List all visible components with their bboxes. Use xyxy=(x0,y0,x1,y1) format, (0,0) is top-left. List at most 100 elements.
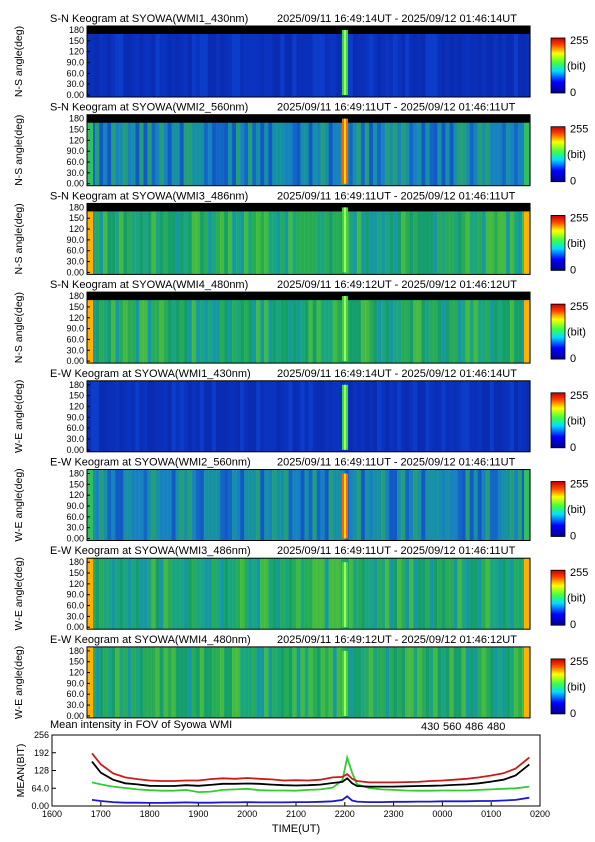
keogram-stripe xyxy=(292,203,298,275)
keogram-stripe xyxy=(517,26,523,97)
keogram-stripe xyxy=(445,380,451,452)
keogram-stripe xyxy=(231,292,237,364)
keogram-stripe xyxy=(240,114,245,186)
keogram-stripe xyxy=(135,26,140,97)
keogram-stripe xyxy=(240,292,245,364)
keogram-stripe xyxy=(276,292,281,364)
keogram-stripe xyxy=(437,26,442,97)
keogram-stripe xyxy=(393,380,398,452)
keogram-stripe xyxy=(368,558,374,630)
keogram-stripe xyxy=(501,292,507,364)
keogram-stripe xyxy=(107,292,112,364)
keogram-stripe xyxy=(352,558,358,630)
keogram-stripe xyxy=(135,292,140,364)
keogram-ytick-label: 30.0 xyxy=(66,79,84,89)
keogram-stripe xyxy=(187,469,193,541)
keogram-stripe xyxy=(288,380,293,452)
keogram-stripe xyxy=(131,26,136,97)
keogram-stripe xyxy=(505,203,511,275)
keogram-stripe xyxy=(191,380,197,452)
keogram-stripe xyxy=(481,380,487,452)
keogram-panel-6: E-W Keogram at SYOWA(WMI2_560nm) 2025/09/… xyxy=(13,457,588,544)
keogram-stripe xyxy=(99,292,104,364)
keogram-stripe xyxy=(111,646,116,718)
keogram-stripe xyxy=(316,646,322,718)
colorbar-max-label: 255 xyxy=(570,35,588,47)
keogram-stripe xyxy=(215,114,221,186)
keogram-stripe xyxy=(179,469,185,541)
keogram-stripe xyxy=(252,26,257,97)
keogram-stripe xyxy=(489,292,495,364)
keogram-stripe xyxy=(352,26,358,97)
keogram-stripe xyxy=(99,26,104,97)
keogram-ytick-label: 0.00 xyxy=(66,711,84,721)
keogram-stripe xyxy=(413,469,418,541)
keogram-stripe xyxy=(95,380,100,452)
keogram-stripe xyxy=(316,292,322,364)
keogram-stripe xyxy=(231,26,237,97)
keogram-time-range: 2025/09/11 16:49:11UT - 2025/09/12 01:46… xyxy=(277,457,516,469)
keogram-stripe xyxy=(485,292,491,364)
colorbar-unit-label: (bit) xyxy=(567,149,586,161)
keogram-stripe xyxy=(292,114,298,186)
keogram-stripe xyxy=(127,646,132,718)
keogram-stripe xyxy=(260,114,265,186)
keogram-event-core xyxy=(344,562,346,628)
keogram-stripe xyxy=(227,646,233,718)
keogram-stripe xyxy=(469,26,475,97)
keogram-stripe xyxy=(356,203,362,275)
keogram-stripe xyxy=(489,558,495,630)
keogram-event-core xyxy=(344,384,346,450)
keogram-stripe xyxy=(477,114,483,186)
keogram-stripe xyxy=(252,469,257,541)
keogram-stripe xyxy=(445,469,451,541)
keogram-stripe xyxy=(95,114,100,186)
keogram-stripe xyxy=(215,26,221,97)
keogram-stripe xyxy=(256,26,261,97)
keogram-stripe xyxy=(280,26,285,97)
keogram-stripe xyxy=(308,203,314,275)
keogram-stripe xyxy=(135,380,140,452)
keogram-stripe xyxy=(328,26,334,97)
keogram-stripe xyxy=(517,558,523,630)
keogram-frame xyxy=(86,114,531,187)
keogram-stripe xyxy=(449,646,455,718)
keogram-stripe xyxy=(356,114,362,186)
keogram-stripe xyxy=(300,469,306,541)
keogram-stripe xyxy=(445,292,451,364)
keogram-stripe xyxy=(389,469,394,541)
keogram-stripe xyxy=(183,203,189,275)
keogram-stripe xyxy=(477,292,483,364)
keogram-stripe xyxy=(187,646,193,718)
keogram-stripe xyxy=(393,203,398,275)
keogram-stripe xyxy=(397,558,402,630)
colorbar-max-label: 255 xyxy=(570,479,588,491)
keogram-stripe xyxy=(328,114,334,186)
keogram-stripe xyxy=(356,292,362,364)
keogram-stripe xyxy=(111,469,116,541)
keogram-stripe xyxy=(417,26,422,97)
keogram-stripe xyxy=(413,26,418,97)
keogram-stripe xyxy=(449,203,455,275)
keogram-stripe xyxy=(441,292,447,364)
keogram-stripe xyxy=(276,380,281,452)
keogram-stripe xyxy=(449,469,455,541)
keogram-stripe xyxy=(179,114,185,186)
keogram-stripe xyxy=(477,558,483,630)
keogram-stripe xyxy=(517,380,523,452)
keogram-stripe xyxy=(167,558,173,630)
keogram-stripe xyxy=(195,380,201,452)
keogram-stripe xyxy=(493,26,499,97)
keogram-stripe xyxy=(433,558,438,630)
keogram-stripe xyxy=(397,203,402,275)
keogram-title: E-W Keogram at SYOWA(WMI2_560nm) xyxy=(50,457,251,469)
keogram-edge-left xyxy=(87,292,93,364)
keogram-ytick-label: 0.00 xyxy=(66,534,84,544)
keogram-stripe xyxy=(179,558,185,630)
keogram-stripe xyxy=(493,469,499,541)
keogram-stripe xyxy=(191,26,197,97)
keogram-stripe xyxy=(336,646,342,718)
keogram-stripe xyxy=(413,558,418,630)
plot-xtick-label: 0000 xyxy=(432,809,452,819)
keogram-stripe xyxy=(380,469,386,541)
